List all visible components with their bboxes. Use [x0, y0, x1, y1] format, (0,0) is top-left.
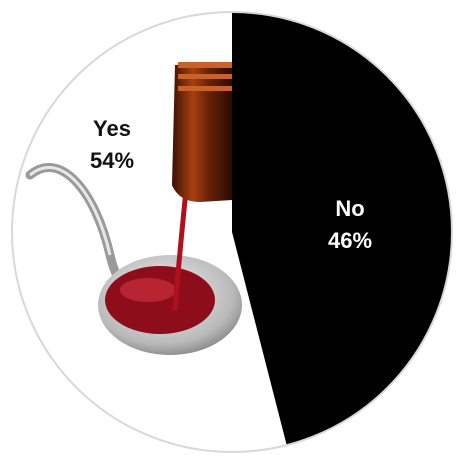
labels: Yes 54% No 46%	[90, 116, 372, 253]
spoon-handle-shine	[29, 166, 112, 256]
slice-value-label: 46%	[328, 228, 372, 253]
bottle-thread	[178, 74, 232, 79]
bottle-thread	[178, 86, 232, 91]
bottle-thread	[178, 62, 232, 68]
pie-outline	[11, 11, 453, 453]
pie-slice	[232, 12, 452, 446]
slice-category-label: No	[335, 196, 364, 221]
slice-category-label: Yes	[93, 116, 131, 141]
syrup-stream	[172, 189, 189, 311]
illustration	[25, 62, 242, 355]
bottle	[172, 62, 232, 202]
slice-value-label: 54%	[90, 148, 134, 173]
syrup-shine	[120, 278, 176, 302]
